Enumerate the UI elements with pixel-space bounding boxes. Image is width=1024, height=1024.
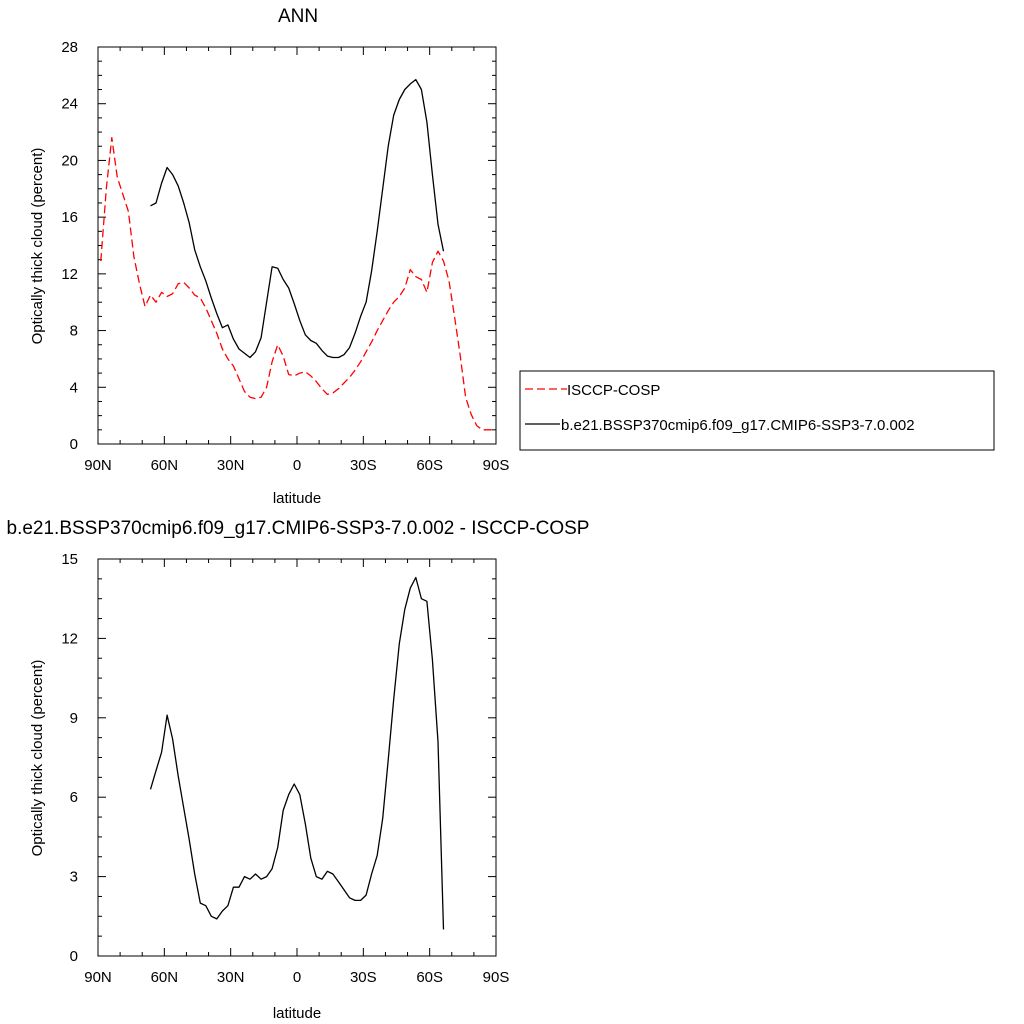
bottom-series: [149, 576, 445, 930]
bottom-x-tick-label: 0: [293, 969, 301, 986]
top-x-axis-label: latitude: [273, 490, 321, 507]
bottom-y-tick-label: 12: [61, 630, 78, 647]
bottom-y-tick-label: 6: [70, 789, 78, 806]
top-y-tick-label: 0: [70, 436, 78, 453]
bottom-y-tick-label: 9: [70, 710, 78, 727]
top-x-tick-label: 60N: [151, 457, 179, 474]
bottom-x-tick-label: 90N: [84, 969, 112, 986]
top-x-ticks: 90N 60N 30N 0 30S 60S 90S: [84, 47, 509, 474]
top-plot-frame: [97, 46, 497, 445]
bottom-x-tick-label: 60N: [151, 969, 179, 986]
bottom-series-line-0: [149, 576, 445, 930]
legend-entry-isccp: ISCCP-COSP: [567, 382, 660, 399]
bottom-y-tick-label: 3: [70, 869, 78, 886]
top-y-tick-label: 20: [61, 152, 78, 169]
top-panel: ANN 90N 60N 30N 0 30S 60S 90S 0 4 8 12 16 20 24 28 la…: [29, 6, 995, 507]
top-series: [100, 78, 494, 431]
bottom-plot-frame: [97, 558, 497, 957]
bottom-x-ticks: 90N 60N 30N 0 30S 60S 90S: [84, 559, 509, 986]
legend-entry-model: b.e21.BSSP370cmip6.f09_g17.CMIP6-SSP3-7.…: [561, 417, 915, 434]
top-series-line-1: [150, 78, 445, 359]
top-y-tick-label: 12: [61, 266, 78, 283]
top-x-tick-label: 0: [293, 457, 301, 474]
bottom-y-axis-label: Optically thick cloud (percent): [29, 660, 46, 857]
bottom-x-axis-label: latitude: [273, 1005, 321, 1022]
top-series-line-0: [100, 137, 494, 431]
bottom-title: b.e21.BSSP370cmip6.f09_g17.CMIP6-SSP3-7.…: [7, 518, 590, 539]
top-y-tick-label: 28: [61, 39, 78, 56]
top-x-tick-label: 30N: [217, 457, 245, 474]
top-y-tick-label: 4: [70, 379, 78, 396]
bottom-x-tick-label: 90S: [483, 969, 510, 986]
top-y-tick-label: 8: [70, 323, 78, 340]
bottom-x-tick-label: 30N: [217, 969, 245, 986]
bottom-y-tick-label: 15: [61, 551, 78, 568]
top-x-tick-label: 30S: [350, 457, 377, 474]
legend-box: [519, 370, 995, 451]
legend: ISCCP-COSP b.e21.BSSP370cmip6.f09_g17.CM…: [519, 370, 995, 451]
bottom-panel: b.e21.BSSP370cmip6.f09_g17.CMIP6-SSP3-7.…: [7, 518, 590, 1022]
top-y-tick-label: 24: [61, 96, 78, 113]
top-title: ANN: [278, 6, 318, 27]
top-x-tick-label: 90S: [483, 457, 510, 474]
top-y-tick-label: 16: [61, 209, 78, 226]
top-y-axis-label: Optically thick cloud (percent): [29, 148, 46, 345]
top-y-ticks: 0 4 8 12 16 20 24 28: [61, 39, 496, 453]
bottom-y-tick-label: 0: [70, 948, 78, 965]
bottom-x-tick-label: 30S: [350, 969, 377, 986]
bottom-x-tick-label: 60S: [416, 969, 443, 986]
bottom-y-ticks: 0 3 6 9 12 15: [61, 551, 496, 965]
top-x-tick-label: 60S: [416, 457, 443, 474]
top-x-tick-label: 90N: [84, 457, 112, 474]
